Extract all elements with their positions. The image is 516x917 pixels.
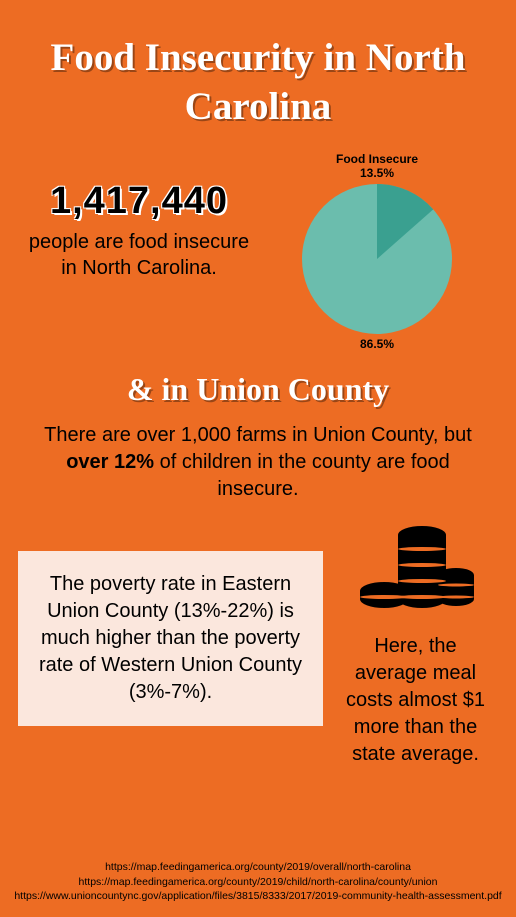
source-link: https://map.feedingamerica.org/county/20… — [8, 875, 508, 889]
stat-number: 1,417,440 — [20, 180, 258, 223]
meal-cost-text: Here, the average meal costs almost $1 m… — [333, 633, 498, 768]
sources: https://map.feedingamerica.org/county/20… — [0, 860, 516, 903]
pie-label-top-pct: 13.5% — [258, 166, 496, 180]
union-text-post: of children in the county are food insec… — [154, 451, 450, 500]
source-link: https://www.unioncountync.gov/applicatio… — [8, 889, 508, 903]
pie-label-bottom-pct: 86.5% — [360, 337, 394, 351]
page-title: Food Insecurity in North Carolina — [0, 0, 516, 142]
coins-icon — [356, 521, 476, 616]
lower-row: The poverty rate in Eastern Union County… — [0, 503, 516, 768]
subheading: & in Union County — [0, 371, 516, 408]
union-text-bold: over 12% — [66, 451, 154, 473]
stat-row: 1,417,440 people are food insecure in No… — [0, 142, 516, 346]
right-column: Here, the average meal costs almost $1 m… — [333, 521, 498, 768]
source-link: https://map.feedingamerica.org/county/20… — [8, 860, 508, 874]
stat-desc: people are food insecure in North Caroli… — [20, 223, 258, 281]
pie-label-name: Food Insecure — [258, 152, 496, 166]
union-county-text: There are over 1,000 farms in Union Coun… — [0, 408, 516, 503]
pie-chart-wrap: Food Insecure 13.5% 86.5% — [258, 152, 496, 346]
pie-chart — [302, 184, 452, 334]
union-text-pre: There are over 1,000 farms in Union Coun… — [44, 424, 472, 446]
stat-left: 1,417,440 people are food insecure in No… — [20, 152, 258, 281]
poverty-box: The poverty rate in Eastern Union County… — [18, 551, 323, 726]
